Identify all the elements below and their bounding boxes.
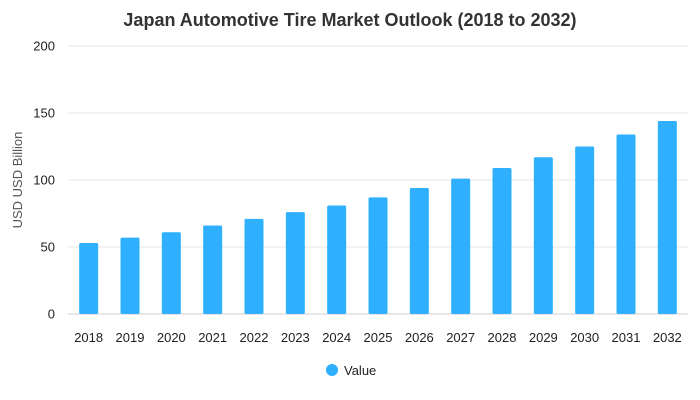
bar-2030 xyxy=(575,146,595,314)
y-tick-label: 50 xyxy=(41,240,55,255)
bar-2024 xyxy=(327,205,347,314)
x-tick-label: 2030 xyxy=(570,330,599,345)
bar-2026 xyxy=(409,188,429,314)
bar-2018 xyxy=(79,242,99,314)
x-tick-label: 2027 xyxy=(446,330,475,345)
bar-2032 xyxy=(657,121,677,314)
x-tick-label: 2022 xyxy=(240,330,269,345)
y-tick-label: 150 xyxy=(33,106,55,121)
x-tick-label: 2023 xyxy=(281,330,310,345)
x-tick-label: 2018 xyxy=(74,330,103,345)
bar-2019 xyxy=(120,237,140,314)
y-tick-label: 100 xyxy=(33,173,55,188)
x-tick-label: 2020 xyxy=(157,330,186,345)
y-axis-ticks: 0 50 100 150 200 xyxy=(33,39,55,322)
y-tick-label: 0 xyxy=(48,307,55,322)
bar-2031 xyxy=(616,134,636,314)
bar-2023 xyxy=(285,212,305,314)
y-axis-label: USD USD Billion xyxy=(10,132,25,229)
x-tick-label: 2021 xyxy=(198,330,227,345)
legend-label-value: Value xyxy=(344,363,376,378)
x-tick-label: 2019 xyxy=(116,330,145,345)
bar-2021 xyxy=(203,225,223,314)
x-axis-ticks: 2018 2019 2020 2021 2022 2023 2024 2025 2026 2027… xyxy=(74,330,682,345)
bar-2020 xyxy=(161,232,181,314)
bar-2025 xyxy=(368,197,388,314)
x-tick-label: 2032 xyxy=(653,330,682,345)
x-tick-label: 2026 xyxy=(405,330,434,345)
chart-title: Japan Automotive Tire Market Outlook (20… xyxy=(123,10,576,30)
x-tick-label: 2025 xyxy=(364,330,393,345)
bar-2022 xyxy=(244,218,264,314)
y-tick-label: 200 xyxy=(33,39,55,54)
legend-swatch-value xyxy=(326,364,338,376)
bar-2027 xyxy=(451,178,471,314)
legend: Value xyxy=(326,363,376,378)
bar-2028 xyxy=(492,167,512,314)
bar-2029 xyxy=(533,157,553,314)
x-tick-label: 2029 xyxy=(529,330,558,345)
bars xyxy=(79,121,677,314)
x-tick-label: 2031 xyxy=(612,330,641,345)
x-tick-label: 2024 xyxy=(322,330,351,345)
x-tick-label: 2028 xyxy=(488,330,517,345)
